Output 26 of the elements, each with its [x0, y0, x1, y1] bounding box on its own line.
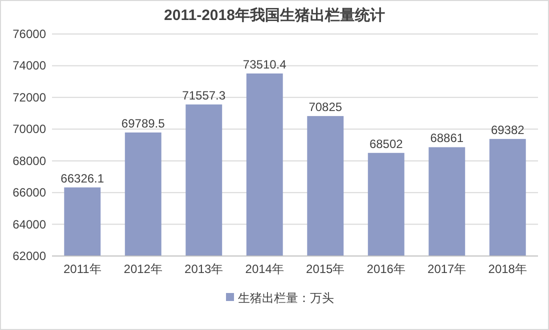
y-tick-label: 64000	[12, 217, 46, 232]
data-label: 70825	[308, 100, 342, 114]
data-label: 73510.4	[242, 57, 287, 72]
x-tick-label: 2011年	[63, 262, 102, 276]
data-label: 69789.5	[121, 116, 166, 130]
x-tick-label: 2012年	[124, 262, 162, 276]
data-label: 68502	[369, 136, 404, 151]
y-tick-label: 76000	[12, 27, 46, 41]
x-tick-label: 2015年	[306, 262, 345, 276]
data-label: 69382	[490, 122, 525, 137]
x-tick-label: 2014年	[245, 262, 284, 276]
legend-label: 生猪出栏量：万头	[238, 291, 334, 305]
data-label: 71557.3	[182, 88, 226, 102]
x-tick-label: 2013年	[184, 262, 224, 276]
y-tick-label: 66000	[12, 186, 46, 200]
y-tick-label: 62000	[12, 249, 46, 263]
y-tick-label: 74000	[12, 58, 46, 73]
y-tick-label: 70000	[12, 122, 46, 136]
y-tick-label: 72000	[12, 90, 46, 104]
data-label: 66326.1	[60, 171, 104, 186]
x-tick-label: 2018年	[488, 262, 527, 276]
y-tick-label: 68000	[12, 154, 46, 168]
data-label: 68861	[430, 131, 464, 146]
x-tick-label: 2016年	[366, 262, 406, 276]
x-tick-label: 2017年	[428, 262, 466, 276]
chart-title: 2011-2018年我国生猪出栏量统计	[164, 7, 385, 24]
